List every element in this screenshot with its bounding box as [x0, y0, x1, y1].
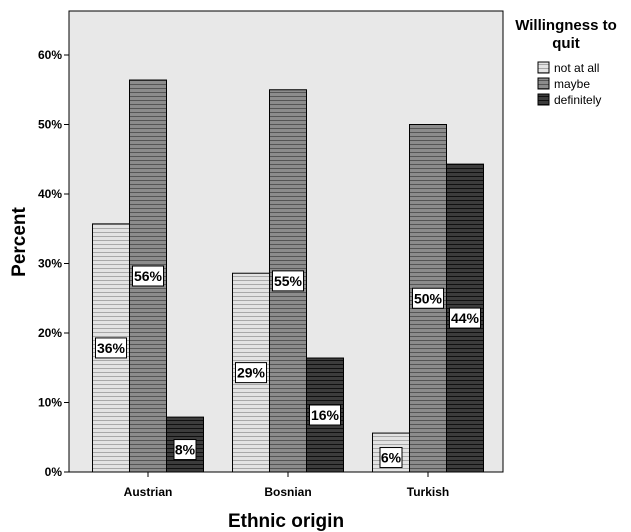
- legend-item-definitely: definitely: [554, 93, 601, 107]
- y-tick-label: 50%: [38, 118, 62, 132]
- y-tick-label: 30%: [38, 257, 62, 271]
- data-label: 29%: [237, 365, 266, 381]
- y-tick-label: 0%: [45, 465, 63, 479]
- y-tick-label: 40%: [38, 187, 62, 201]
- legend-swatch-not-at-all: [537, 61, 550, 74]
- x-axis-title: Ethnic origin: [228, 511, 344, 532]
- x-tick-label: Turkish: [407, 485, 449, 499]
- y-tick-label: 20%: [38, 326, 62, 340]
- legend-title-line-2: quit: [552, 35, 580, 52]
- data-label-box: [272, 270, 304, 292]
- data-label: 8%: [175, 442, 196, 458]
- data-label-box: [235, 362, 267, 384]
- legend-title-line-1: Willingness to: [515, 17, 617, 34]
- data-label-box: [379, 447, 403, 469]
- legend-swatch-maybe: [537, 77, 550, 90]
- data-label-box: [309, 404, 341, 426]
- x-tick-label: Austrian: [124, 485, 173, 499]
- data-label-box: [95, 337, 127, 359]
- data-label-box: [449, 307, 481, 329]
- data-label-box: [132, 265, 164, 287]
- y-axis-title: Percent: [9, 206, 30, 276]
- data-label: 44%: [451, 310, 480, 326]
- data-label-box: [173, 439, 197, 461]
- legend-item-not-at-all: not at all: [554, 61, 599, 75]
- y-tick-label: 60%: [38, 48, 62, 62]
- legend: Willingness to quit not at all maybe defin…: [515, 17, 617, 107]
- x-tick-label: Bosnian: [264, 485, 311, 499]
- data-label: 55%: [274, 273, 303, 289]
- data-label: 6%: [381, 450, 402, 466]
- data-label: 16%: [311, 407, 340, 423]
- data-label: 56%: [134, 268, 163, 284]
- data-label: 36%: [97, 340, 126, 356]
- legend-swatch-definitely: [537, 93, 550, 106]
- legend-item-maybe: maybe: [554, 77, 590, 91]
- y-tick-label: 10%: [38, 396, 62, 410]
- data-label-box: [412, 287, 444, 309]
- data-label: 50%: [414, 290, 443, 306]
